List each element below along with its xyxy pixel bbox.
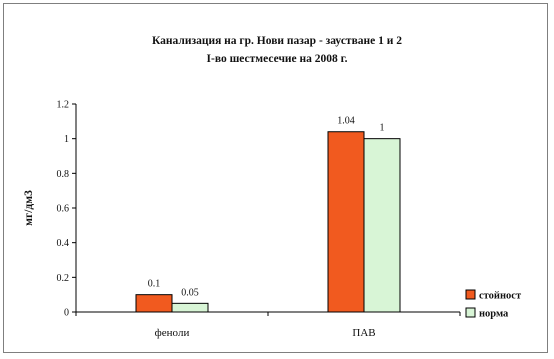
plot-area: 0 0.2 0.4 0.6 0.8 1 1.2 фенoли ПАВ 0.1 1.04 0.05 1 bbox=[57, 100, 461, 339]
chart-subtitle: I-во шестмесечие на 2008 г. bbox=[207, 53, 348, 65]
legend-label: норма bbox=[479, 309, 509, 320]
y-axis-label: мг/дм3 bbox=[23, 190, 35, 226]
bar-норма bbox=[363, 138, 401, 313]
bar-норма bbox=[171, 302, 209, 313]
legend: стойност норма bbox=[465, 289, 522, 320]
y-tick-label: 1.2 bbox=[57, 100, 70, 111]
data-label: 1 bbox=[380, 123, 385, 134]
legend-swatch bbox=[465, 307, 476, 318]
legend-swatch bbox=[465, 289, 476, 300]
chart-frame bbox=[3, 3, 548, 353]
data-label: 0.05 bbox=[181, 287, 199, 298]
bar-стойност bbox=[135, 294, 173, 313]
y-tick-label: 1 bbox=[64, 134, 69, 145]
bar-стойност bbox=[327, 131, 365, 313]
chart-title: Канализация на гр. Нови пазар - заустван… bbox=[152, 35, 402, 47]
x-category-label: ПАВ bbox=[352, 327, 375, 339]
y-tick-label: 0.4 bbox=[57, 238, 70, 249]
y-tick-label: 0.6 bbox=[57, 204, 70, 215]
data-label: 1.04 bbox=[337, 116, 355, 127]
x-category-label: фенoли bbox=[155, 327, 190, 339]
y-tick-label: 0 bbox=[64, 308, 69, 319]
y-tick-label: 0.8 bbox=[57, 169, 70, 180]
y-tick-label: 0.2 bbox=[57, 273, 70, 284]
data-label: 0.1 bbox=[148, 279, 161, 290]
legend-label: стойност bbox=[479, 291, 522, 302]
